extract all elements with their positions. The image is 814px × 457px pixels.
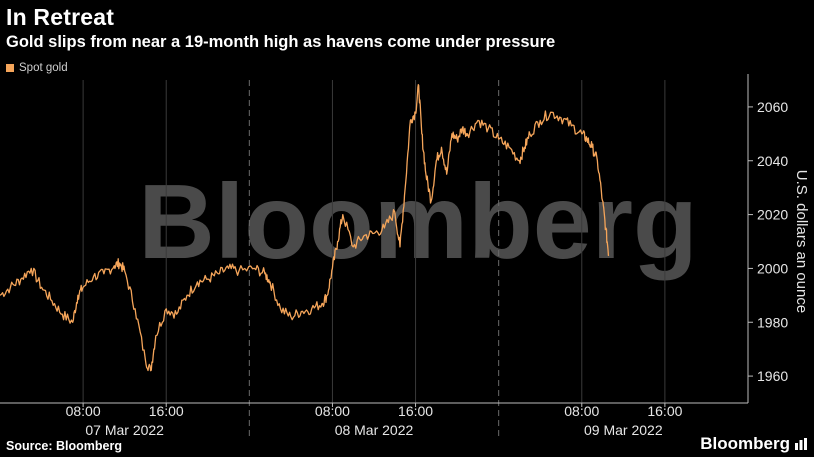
x-day-label-1: 08 Mar 2022	[335, 422, 414, 438]
chart-title: In Retreat	[6, 4, 115, 30]
x-tick-label-0: 08:00	[66, 403, 101, 419]
y-tick-label-1980: 1980	[757, 314, 788, 330]
legend-swatch	[6, 64, 14, 72]
brand-logo: Bloomberg	[700, 434, 808, 454]
x-day-label-2: 09 Mar 2022	[584, 422, 663, 438]
y-tick-label-2020: 2020	[757, 207, 788, 223]
series-line-spot-gold	[0, 84, 610, 372]
legend: Spot gold	[6, 62, 68, 74]
brand-wordmark: Bloomberg	[700, 434, 790, 453]
x-tick-label-3: 16:00	[398, 403, 433, 419]
y-tick-label-2000: 2000	[757, 260, 788, 276]
x-tick-label-1: 16:00	[149, 403, 184, 419]
legend-label-spot-gold: Spot gold	[19, 62, 68, 74]
x-tick-label-5: 16:00	[647, 403, 682, 419]
y-axis-label: U.S. dollars an ounce	[793, 170, 810, 313]
watermark-text: Bloomberg	[138, 163, 697, 281]
chart-bars-icon	[795, 438, 807, 450]
source-note: Source: Bloomberg	[6, 439, 122, 453]
y-tick-label-2040: 2040	[757, 153, 788, 169]
x-tick-label-4: 08:00	[564, 403, 599, 419]
x-tick-label-2: 08:00	[315, 403, 350, 419]
y-tick-label-2060: 2060	[757, 99, 788, 115]
x-day-label-0: 07 Mar 2022	[85, 422, 164, 438]
y-tick-label-1960: 1960	[757, 368, 788, 384]
chart-subtitle: Gold slips from near a 19-month high as …	[6, 33, 556, 51]
